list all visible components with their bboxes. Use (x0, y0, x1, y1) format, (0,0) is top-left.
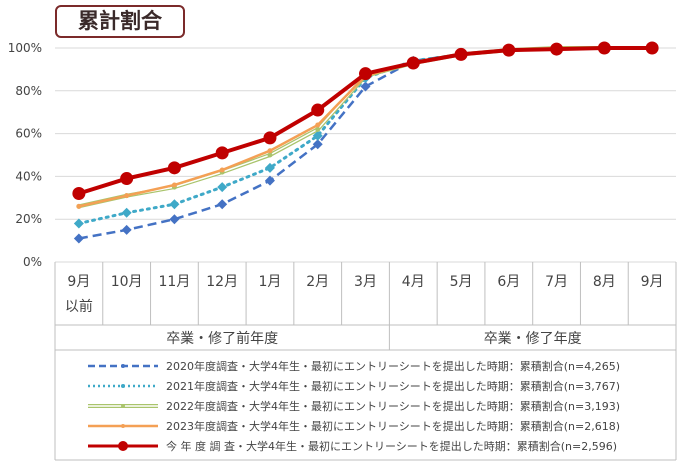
data-point (169, 199, 180, 210)
x-tick-label: 10月 (111, 274, 143, 290)
data-point (406, 56, 420, 70)
data-point (219, 167, 225, 173)
x-tick-label: 2月 (306, 274, 329, 290)
x-tick-label: 9月 (641, 274, 664, 290)
data-point (645, 41, 659, 55)
data-point (311, 103, 325, 117)
legend-label: 2021年度調査・大学4年生・最初にエントリーシートを提出した時期：累積割合(n… (166, 379, 620, 393)
y-tick-label: 60% (15, 127, 42, 141)
x-tick-label: 12月 (206, 274, 238, 290)
data-point (217, 182, 228, 193)
data-point (73, 233, 84, 244)
legend-label: 2020年度調査・大学4年生・最初にエントリーシートを提出した時期：累積割合(n… (166, 359, 620, 373)
group-label: 卒業・修了前年度 (166, 330, 278, 347)
data-point (171, 182, 177, 188)
data-point (169, 214, 180, 225)
data-point (359, 67, 372, 81)
y-tick-label: 100% (8, 41, 42, 55)
data-point (550, 42, 564, 56)
y-tick-label: 80% (15, 84, 42, 98)
data-point (120, 172, 134, 186)
data-point (502, 43, 516, 57)
x-tick-label: 9月 (67, 274, 90, 290)
data-point (121, 207, 132, 218)
legend-marker (121, 424, 125, 428)
data-point (76, 203, 82, 209)
data-point (267, 152, 273, 158)
y-tick-label: 20% (15, 212, 42, 226)
chart-title: 累計割合 (55, 5, 185, 38)
data-point (454, 47, 468, 61)
data-point (215, 146, 229, 160)
data-point (264, 162, 275, 173)
legend-label: 今 年 度 調 査・大学4年生・最初にエントリーシートを提出した時期：累積割合(… (166, 439, 617, 453)
data-point (312, 130, 323, 141)
x-tick-label: 5月 (450, 274, 473, 290)
legend-marker (121, 364, 125, 368)
data-point (263, 131, 277, 145)
x-tick-label: 11月 (159, 274, 191, 290)
legend-marker (118, 441, 128, 451)
y-tick-label: 0% (23, 255, 42, 269)
data-point (360, 81, 371, 92)
data-point (167, 161, 181, 175)
data-point (315, 126, 321, 132)
legend-marker (121, 404, 125, 408)
data-point (312, 139, 323, 150)
data-point (315, 122, 321, 128)
data-point (264, 175, 275, 186)
legend-label: 2022年度調査・大学4年生・最初にエントリーシートを提出した時期：累積割合(n… (166, 399, 620, 413)
data-point (267, 148, 273, 154)
x-tick-label: 4月 (402, 274, 425, 290)
x-tick-label: 7月 (545, 274, 568, 290)
group-label: 卒業・修了年度 (484, 331, 582, 347)
x-tick-label: 3月 (354, 274, 377, 290)
data-point (124, 193, 130, 199)
data-point (217, 199, 228, 210)
x-tick-label: 1月 (259, 274, 282, 290)
x-tick-label: 6月 (497, 274, 520, 290)
legend-marker (121, 384, 125, 388)
data-point (121, 224, 132, 235)
data-point (72, 187, 86, 201)
legend-label: 2023年度調査・大学4年生・最初にエントリーシートを提出した時期：累積割合(n… (166, 419, 620, 433)
data-point (597, 41, 611, 55)
y-tick-label: 40% (15, 169, 42, 183)
x-tick-label: 8月 (593, 274, 616, 290)
data-point (73, 218, 84, 229)
x-tick-label: 以前 (65, 298, 93, 315)
